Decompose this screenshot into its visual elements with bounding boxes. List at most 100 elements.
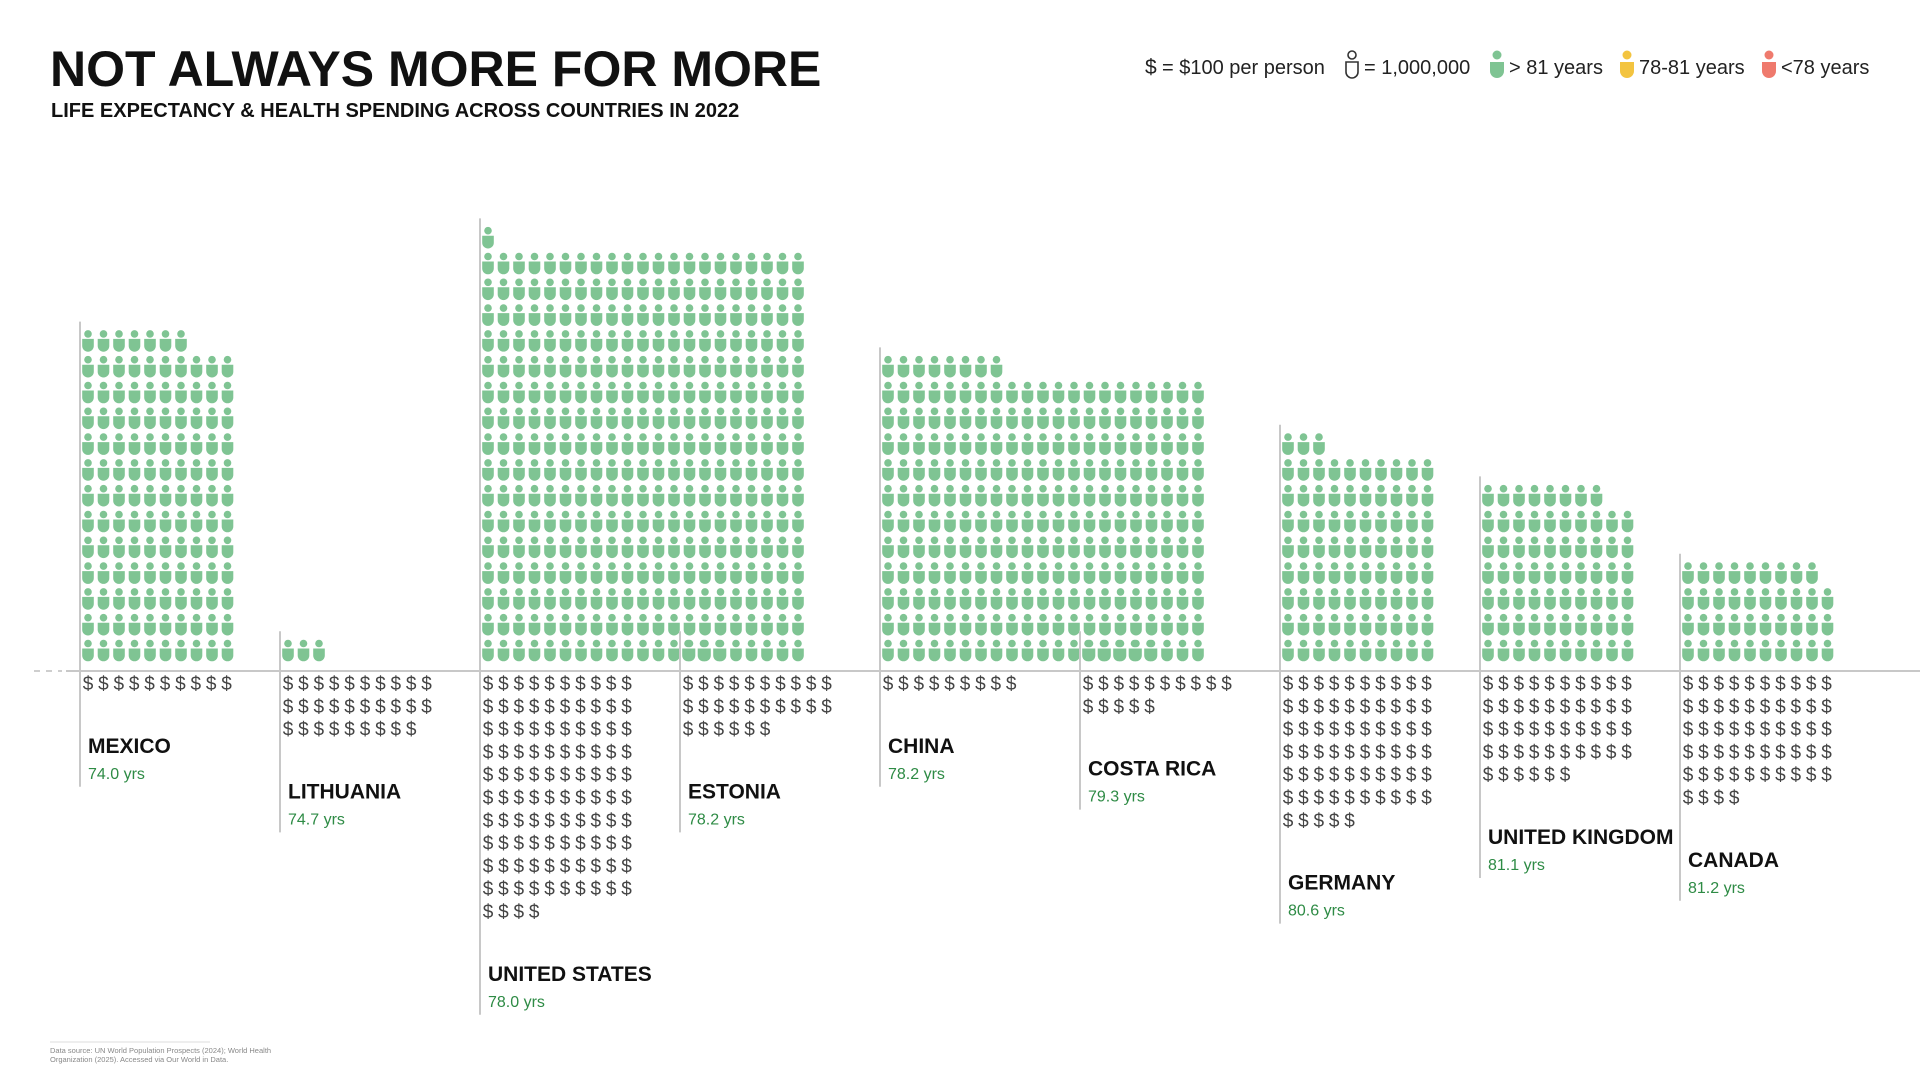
person-icon — [882, 355, 894, 378]
person-icon — [1375, 639, 1387, 662]
person-icon — [652, 639, 665, 662]
person-icon — [1390, 510, 1403, 533]
person-icon — [776, 510, 789, 533]
dollar-icon: $ — [1114, 674, 1125, 695]
person-icon — [190, 407, 203, 430]
person-icon — [621, 407, 634, 430]
dollar-icon: $ — [591, 720, 602, 741]
person-icon — [928, 613, 941, 636]
person-icon — [714, 252, 727, 275]
dollar-icon: $ — [1744, 742, 1755, 763]
person-icon — [792, 562, 804, 584]
dollar-icon: $ — [1544, 674, 1555, 695]
person-icon — [1021, 588, 1034, 610]
person-icon — [1097, 639, 1110, 662]
dollar-icon: $ — [1483, 765, 1494, 786]
dollar-icon: $ — [1760, 765, 1771, 786]
dollar-icon: $ — [621, 697, 632, 718]
person-icon — [1375, 510, 1387, 533]
dollar-icon: $ — [1360, 720, 1371, 741]
dollar-icon: $ — [1344, 811, 1355, 832]
person-icon — [206, 536, 218, 559]
dollar-icon: $ — [514, 697, 525, 718]
person-icon — [683, 433, 696, 455]
dollar-icon: $ — [591, 856, 602, 877]
person-icon — [990, 381, 1003, 404]
person-icon — [297, 639, 310, 662]
person-icon — [1083, 510, 1096, 533]
dollar-icon: $ — [1344, 674, 1355, 695]
person-icon — [1021, 510, 1034, 533]
country-germany: $ $ $ $ $ $ $ $ $ $$ $ $ $ $ $ $ $ $ $$ $ $ $ $ $ $ $ $ $$ $ $ $ $ $ $ $ $ $… — [1279, 424, 1434, 924]
person-icon — [730, 459, 742, 481]
dollar-icon: $ — [591, 834, 602, 855]
person-icon — [776, 304, 789, 326]
person-icon — [959, 381, 972, 404]
dollar-icon: $ — [1791, 674, 1802, 695]
person-icon — [975, 562, 987, 584]
dollar-icon: $ — [498, 879, 509, 900]
person-icon — [82, 330, 94, 352]
dollar-icon: $ — [729, 697, 740, 718]
person-icon — [761, 588, 773, 610]
dollar-icon: $ — [544, 879, 555, 900]
person-icon — [637, 330, 649, 352]
person-icon — [1682, 562, 1694, 584]
person-icon — [776, 433, 789, 455]
person-icon — [745, 484, 758, 507]
country-name-mexico: MEXICO — [88, 735, 171, 758]
person-icon — [606, 588, 618, 610]
chart-title: NOT ALWAYS MORE FOR MORE — [50, 41, 821, 97]
dollar-icon: $ — [498, 697, 509, 718]
dollar-icon: $ — [514, 720, 525, 741]
person-icon — [1192, 613, 1204, 636]
person-icon — [1282, 510, 1294, 533]
person-icon — [175, 510, 187, 533]
dollar-icon: $ — [1591, 674, 1602, 695]
person-icon — [128, 407, 141, 430]
dollar-icon: $ — [560, 834, 571, 855]
person-icon — [761, 613, 773, 636]
person-icon — [544, 381, 556, 404]
person-icon — [206, 510, 218, 533]
person-icon — [913, 639, 925, 662]
person-icon — [513, 330, 525, 352]
person-icon — [128, 355, 141, 378]
person-icon — [1145, 536, 1158, 559]
person-icon — [1130, 588, 1142, 610]
person-icon — [683, 278, 696, 301]
dollar-icon: $ — [1483, 742, 1494, 763]
dollar-icon: $ — [529, 697, 540, 718]
source-line-2: Organization (2025). Accessed via Our Wo… — [50, 1055, 228, 1064]
person-icon — [714, 484, 727, 507]
person-icon — [975, 355, 987, 378]
person-icon — [1590, 639, 1603, 662]
dollar-icon: $ — [1698, 720, 1709, 741]
dollar-icon: $ — [1606, 742, 1617, 763]
person-icon — [1052, 536, 1065, 559]
person-icon — [1559, 613, 1572, 636]
person-icon — [1528, 613, 1541, 636]
dollar-icon: $ — [1391, 720, 1402, 741]
person-icon — [497, 330, 510, 352]
dollar-icon: $ — [575, 834, 586, 855]
person-icon — [714, 588, 727, 610]
person-icon — [282, 639, 294, 662]
person-icon — [1606, 588, 1618, 610]
person-icon — [1559, 510, 1572, 533]
dollar-icon: $ — [406, 697, 417, 718]
dollar-icon: $ — [514, 902, 525, 923]
dollar-icon: $ — [529, 788, 540, 809]
dollar-icon: $ — [1114, 697, 1125, 718]
person-icon — [1037, 510, 1049, 533]
dollar-icon: $ — [975, 674, 986, 695]
person-icon — [97, 381, 110, 404]
person-icon — [190, 639, 203, 662]
dollar-icon: $ — [1391, 742, 1402, 763]
person-icon — [1497, 639, 1510, 662]
person-icon — [1192, 484, 1204, 507]
dollar-icon: $ — [1729, 720, 1740, 741]
person-icon — [1575, 613, 1587, 636]
person-icon — [1297, 484, 1310, 507]
dollar-icon: $ — [483, 742, 494, 763]
